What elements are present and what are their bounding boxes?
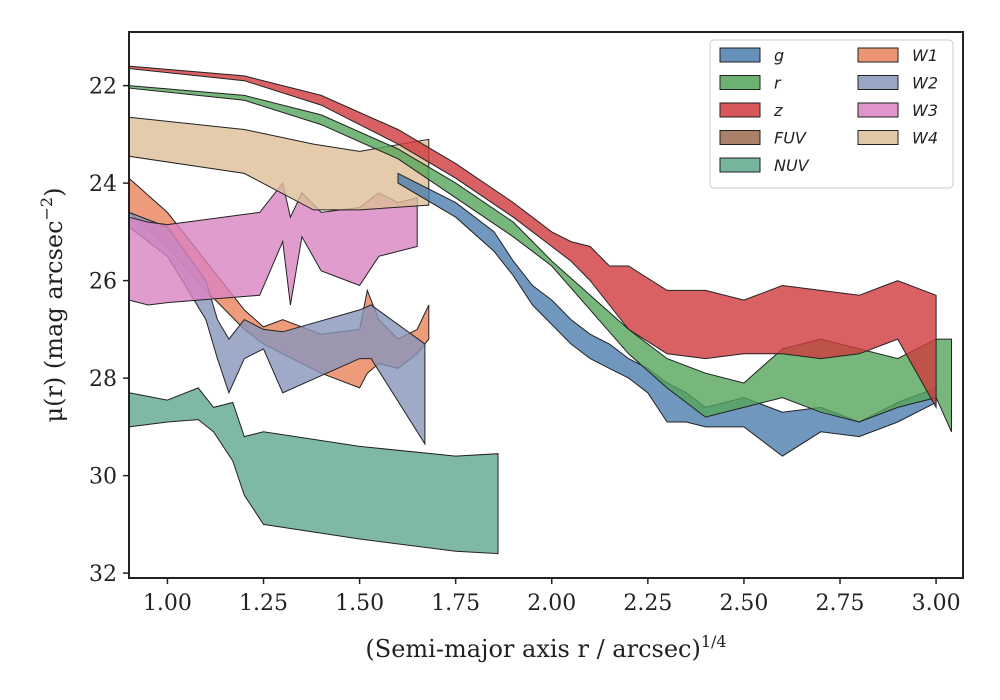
x-axis-label: (Semi-major axis r / arcsec)1/4 (365, 632, 726, 663)
y-tick-label: 24 (89, 172, 117, 197)
legend-swatch-r (719, 75, 761, 90)
legend-swatch-w3 (857, 102, 899, 118)
x-tick-label: 2.25 (623, 591, 672, 616)
legend-label-g: g (774, 46, 784, 65)
x-tick-label: 3.00 (912, 591, 961, 616)
band-r (128, 85, 952, 433)
x-tick-label: 2.50 (719, 591, 768, 616)
legend-label-w3: W3 (912, 101, 938, 120)
band-z (128, 65, 937, 410)
y-tick-label: 32 (89, 562, 117, 587)
legend-label-w1: W1 (912, 46, 938, 65)
x-tick-label: 1.25 (239, 591, 288, 616)
legend-label-z: z (773, 101, 783, 120)
legend-label-nuv: NUV (774, 156, 810, 175)
x-tick-label: 1.75 (431, 591, 480, 616)
legend: grz FUV NUV W1 W2 W3 W4 (709, 39, 954, 189)
x-tick-label: 1.50 (335, 591, 384, 616)
plot-frame (128, 31, 964, 579)
x-tick-label: 2.00 (527, 591, 576, 616)
legend-label-r: r (774, 74, 782, 93)
legend-label-fuv: FUV (774, 129, 807, 148)
y-tick-label: 26 (89, 270, 117, 295)
x-tick-label: 2.75 (816, 591, 865, 616)
legend-swatch-nuv (719, 157, 761, 173)
legend-swatch-fuv (719, 130, 761, 145)
y-axis: 22 24 26 28 30 32 (89, 75, 129, 587)
y-tick-label: 22 (89, 75, 117, 100)
legend-swatch-w1 (857, 47, 899, 63)
legend-label-w2: W2 (912, 74, 938, 93)
band-nuv (128, 387, 499, 555)
x-tick-label: 1.00 (143, 591, 192, 616)
y-tick-label: 30 (89, 465, 117, 490)
legend-swatch-w2 (857, 75, 899, 90)
x-axis: 1.00 1.25 1.50 1.75 2.00 2.25 2.50 2.75 3.00 (143, 578, 961, 616)
bands-layer (128, 65, 952, 555)
legend-label-w4: W4 (912, 129, 938, 148)
legend-swatch-w4 (857, 130, 899, 145)
band-w4 (128, 116, 430, 211)
y-axis-label: μ(r) (mag arcsec−2) (37, 188, 68, 423)
legend-swatch-g (719, 47, 761, 63)
y-tick-label: 28 (89, 367, 117, 392)
legend-swatch-z (719, 102, 761, 118)
